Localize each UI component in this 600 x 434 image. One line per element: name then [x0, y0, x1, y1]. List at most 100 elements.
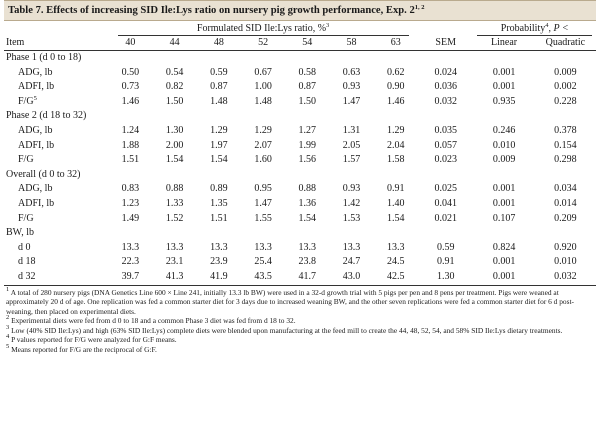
value-cell: 0.93 [342, 81, 361, 93]
probability-label: Probability [500, 23, 546, 34]
footnote-text: Low (40% SID Ile:Lys) and high (63% SID … [9, 325, 563, 335]
footnote-number: 2 [6, 314, 10, 322]
linear-cell: 0.001 [492, 197, 516, 209]
sem-cell: 0.024 [434, 66, 457, 78]
quadratic-cell: 0.034 [554, 183, 577, 195]
sem-cell: 0.032 [434, 95, 457, 107]
value-cell: 41.3 [152, 269, 197, 286]
footnote-text: Experimental diets were fed from d 0 to … [9, 316, 296, 326]
table-title-text: Table 7. Effects of increasing SID Ile:L… [8, 5, 415, 16]
row-item-text: F/G [18, 154, 34, 166]
value-cell: 1.53 [342, 212, 361, 224]
value-cell: 0.50 [121, 66, 140, 78]
table-row: F/G 1.51 1.54 1.54 1.60 1.56 1.57 1.58 0.023 0.00… [4, 153, 596, 168]
value-cell: 1.46 [121, 95, 140, 107]
footnote-text: P values reported for F/G were analyzed … [9, 335, 177, 345]
value-cell: 43.0 [329, 269, 374, 286]
group-row: Overall (d 0 to 32) [4, 168, 596, 183]
row-item-text: ADG, lb [18, 66, 53, 78]
row-item: F/G [4, 212, 108, 227]
quadratic-cell: 0.032 [534, 269, 596, 286]
row-item-text: ADG, lb [18, 183, 53, 195]
row-item-text: d 32 [18, 270, 36, 282]
value-cell: 0.73 [121, 81, 140, 93]
value-cell: 0.62 [387, 66, 405, 78]
table-row: ADFI, lb 1.88 2.00 1.97 2.07 1.99 2.05 2.04 0.05… [4, 139, 596, 154]
ratio-header: 52 [240, 36, 286, 51]
ratio-span-sup: 3 [326, 22, 330, 29]
linear-cell: 0.010 [492, 139, 516, 151]
value-cell: 1.48 [254, 95, 272, 107]
value-cell: 0.93 [342, 183, 361, 195]
table-row: ADG, lb 1.24 1.30 1.29 1.29 1.27 1.31 1.29 0.035… [4, 124, 596, 139]
value-cell: 1.42 [342, 197, 361, 209]
footnote: 2 Experimental diets were fed from d 0 t… [6, 314, 594, 326]
value-cell: 13.3 [121, 241, 140, 253]
value-cell: 23.1 [165, 256, 184, 268]
group-row: Phase 2 (d 18 to 32) [4, 109, 596, 124]
quadratic-cell: 0.014 [554, 197, 577, 209]
quadratic-cell: 0.209 [554, 212, 577, 224]
probability-sup: 4 [545, 22, 549, 29]
ratio-header: 40 [108, 36, 153, 51]
value-cell: 25.4 [254, 256, 272, 268]
row-item-text: d 0 [18, 241, 31, 253]
footnotes: 1 A total of 280 nursery pigs (DNA Genet… [4, 286, 596, 355]
quadratic-cell: 0.154 [554, 139, 577, 151]
value-cell: 2.00 [165, 139, 184, 151]
value-cell: 1.35 [210, 197, 228, 209]
probability-suffix: , P < [548, 23, 569, 34]
value-cell: 23.9 [210, 256, 228, 268]
quadratic-cell: 0.298 [554, 154, 577, 166]
table-title-sup: 1, 2 [414, 4, 425, 11]
value-cell: 0.87 [298, 81, 317, 93]
linear-cell: 0.001 [492, 256, 516, 268]
linear-cell: 0.107 [492, 212, 516, 224]
value-cell: 23.8 [298, 256, 317, 268]
group-label: Phase 1 (d 0 to 18) [6, 52, 82, 63]
value-cell: 1.52 [165, 212, 184, 224]
value-cell: 1.97 [210, 139, 228, 151]
row-item-text: ADFI, lb [18, 197, 55, 209]
sem-cell: 0.025 [434, 183, 457, 195]
table-row: ADG, lb 0.50 0.54 0.59 0.67 0.58 0.63 0.62 0.024… [4, 66, 596, 81]
value-cell: 0.58 [298, 66, 317, 78]
value-cell: 0.54 [165, 66, 184, 78]
row-item-text: ADFI, lb [18, 81, 55, 93]
footnote-number: 3 [6, 323, 10, 331]
row-item: ADFI, lb [4, 197, 108, 212]
row-item: ADG, lb [4, 182, 108, 197]
value-cell: 0.95 [254, 183, 272, 195]
row-item-text: d 18 [18, 256, 36, 268]
value-cell: 1.29 [254, 124, 272, 136]
quadratic-cell: 0.228 [554, 95, 577, 107]
value-cell: 0.63 [342, 66, 361, 78]
sem-cell: 0.021 [434, 212, 457, 224]
footnote: 1 A total of 280 nursery pigs (DNA Genet… [6, 286, 594, 317]
value-cell: 1.88 [121, 139, 140, 151]
footnote-number: 5 [6, 343, 10, 351]
value-cell: 0.91 [387, 183, 405, 195]
table-row: F/G 1.49 1.52 1.51 1.55 1.54 1.53 1.54 0.021 0.10… [4, 212, 596, 227]
ratio-header: 48 [196, 36, 241, 51]
sem-cell: 0.91 [436, 256, 455, 268]
group-label: BW, lb [6, 227, 34, 239]
table-title: Table 7. Effects of increasing SID Ile:L… [4, 0, 596, 21]
value-cell: 1.99 [298, 139, 317, 151]
value-cell: 1.24 [121, 124, 140, 136]
sem-cell: 0.041 [434, 197, 457, 209]
value-cell: 1.46 [387, 95, 405, 107]
value-cell: 0.88 [298, 183, 317, 195]
value-cell: 43.5 [240, 269, 286, 286]
value-cell: 22.3 [121, 256, 140, 268]
ratio-span-label: Formulated SID Ile:Lys ratio, % [196, 23, 327, 34]
value-cell: 1.33 [165, 197, 184, 209]
sem-cell: 0.035 [434, 124, 457, 136]
quadratic-cell: 0.010 [554, 256, 577, 268]
header-row-2: Item 40 44 48 52 54 58 63 SEM Linear Qua… [4, 36, 596, 51]
table-row: ADFI, lb 1.23 1.33 1.35 1.47 1.36 1.42 1.40 0.04… [4, 197, 596, 212]
row-item-text: ADFI, lb [18, 139, 55, 151]
row-item: ADFI, lb [4, 139, 108, 154]
linear-cell: 0.935 [492, 95, 516, 107]
